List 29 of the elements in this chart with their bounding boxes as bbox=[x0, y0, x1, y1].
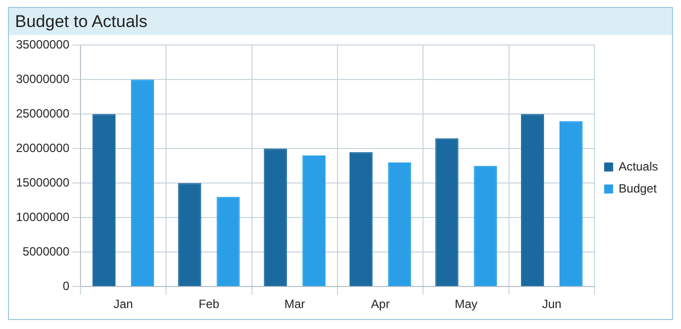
x-tick-label: Feb bbox=[198, 297, 220, 312]
bar bbox=[264, 148, 287, 286]
x-tick-label: Apr bbox=[371, 297, 390, 312]
x-tick-label: Mar bbox=[284, 297, 305, 312]
bar bbox=[178, 183, 202, 286]
bar bbox=[92, 114, 116, 286]
bar bbox=[216, 196, 240, 286]
bar bbox=[350, 152, 373, 286]
bar bbox=[302, 156, 326, 286]
y-tick-label: 0 bbox=[62, 278, 70, 293]
x-tick-label: May bbox=[454, 297, 478, 312]
legend-label: Actuals bbox=[618, 159, 658, 174]
bar bbox=[130, 80, 154, 286]
bar bbox=[435, 138, 458, 286]
legend-label: Budget bbox=[618, 181, 658, 196]
y-tick-label: 35000000 bbox=[16, 38, 70, 52]
y-tick-label: 10000000 bbox=[16, 210, 70, 224]
x-tick-label: Jun bbox=[542, 297, 562, 312]
y-tick-label: 30000000 bbox=[16, 72, 70, 86]
bar bbox=[388, 162, 412, 286]
y-tick-label: 15000000 bbox=[16, 175, 70, 190]
bar bbox=[520, 114, 544, 286]
x-tick-label: Jan bbox=[114, 297, 133, 312]
bar bbox=[560, 121, 583, 286]
bar bbox=[474, 166, 497, 286]
y-tick-label: 5000000 bbox=[22, 244, 70, 258]
chart-title: Budget to Actuals bbox=[9, 8, 672, 35]
y-tick-label: 25000000 bbox=[16, 106, 70, 120]
y-tick-label: 20000000 bbox=[16, 140, 70, 155]
